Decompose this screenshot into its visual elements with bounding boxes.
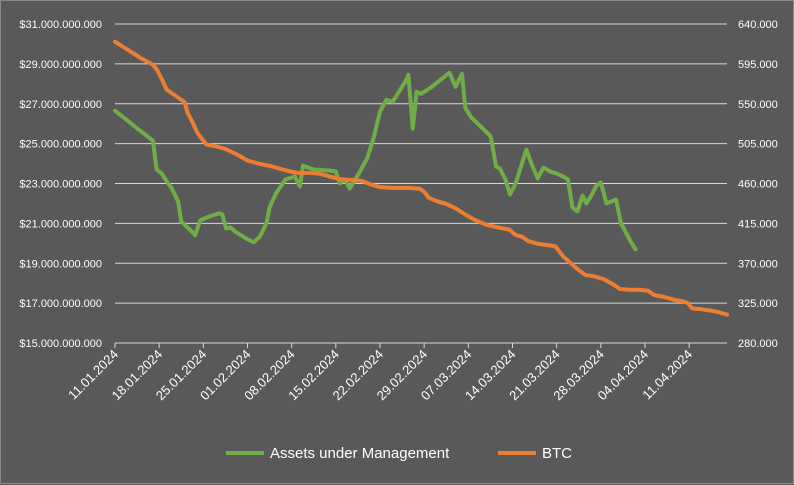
right-tick-label: 595.000 <box>738 59 778 71</box>
gridlines <box>115 23 727 344</box>
legend: Assets under Management BTC <box>226 445 572 462</box>
left-tick-label: $27.000.000.000 <box>19 99 102 111</box>
series-line-aum <box>113 70 638 252</box>
right-tick-label: 550.000 <box>738 99 778 111</box>
right-axis-ticks: 280.000 325.000 370.000 415.000 460.000 505.0… <box>738 19 778 350</box>
right-tick-label: 640.000 <box>738 19 778 31</box>
left-tick-label: $31.000.000.000 <box>19 19 102 31</box>
legend-label: Assets under Management <box>270 445 450 462</box>
right-tick-label: 370.000 <box>738 258 778 270</box>
left-axis-ticks: $15.000.000.000 $17.000.000.000 $19.000.00… <box>19 19 102 350</box>
right-tick-label: 460.000 <box>738 179 778 191</box>
series-lines <box>113 39 729 317</box>
left-tick-label: $25.000.000.000 <box>19 139 102 151</box>
right-tick-label: 280.000 <box>738 338 778 350</box>
right-tick-label: 505.000 <box>738 139 778 151</box>
series-line-btc <box>113 39 729 317</box>
left-tick-label: $19.000.000.000 <box>19 258 102 270</box>
legend-label: BTC <box>542 445 572 462</box>
x-axis-ticks: 11.01.202418.01.202425.01.202401.02.2024… <box>65 343 695 403</box>
left-tick-label: $23.000.000.000 <box>19 179 102 191</box>
left-tick-label: $29.000.000.000 <box>19 59 102 71</box>
left-tick-label: $15.000.000.000 <box>19 338 102 350</box>
right-tick-label: 415.000 <box>738 218 778 230</box>
left-tick-label: $17.000.000.000 <box>19 298 102 310</box>
left-tick-label: $21.000.000.000 <box>19 218 102 230</box>
right-tick-label: 325.000 <box>738 298 778 310</box>
